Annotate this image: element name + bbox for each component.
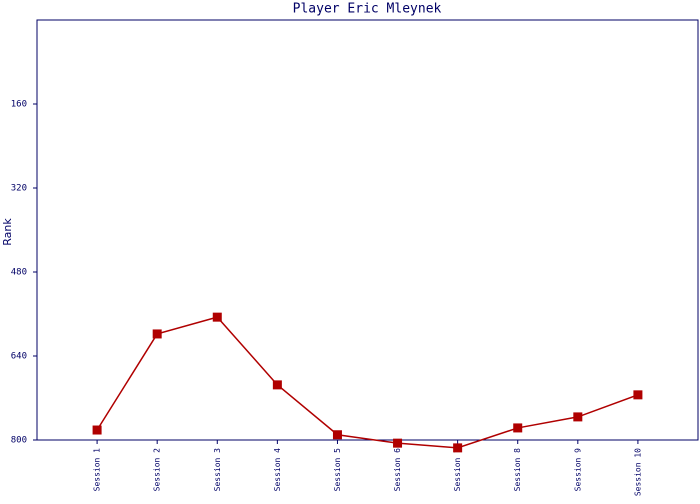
marker xyxy=(92,425,102,435)
y-axis-label: Rank xyxy=(1,218,14,246)
marker xyxy=(573,412,583,422)
x-tick-label: Session 9 xyxy=(573,448,582,492)
marker xyxy=(332,430,342,440)
marker xyxy=(453,443,463,453)
y-tick-label: 160 xyxy=(11,100,27,110)
y-tick-label: 800 xyxy=(11,436,27,446)
marker xyxy=(513,423,523,433)
y-tick-label: 640 xyxy=(11,352,27,362)
marker xyxy=(393,438,403,448)
marker xyxy=(633,390,643,400)
chart-title: Player Eric Mleynek xyxy=(293,2,442,17)
x-tick-label: Session 4 xyxy=(273,448,282,492)
x-tick-label: Session 8 xyxy=(513,448,522,492)
marker xyxy=(152,329,162,339)
x-tick-label: Session 5 xyxy=(333,448,342,492)
x-tick-label: Session 2 xyxy=(153,448,162,492)
y-tick-label: 480 xyxy=(11,268,27,278)
marker xyxy=(272,380,282,390)
x-tick-label: Session 3 xyxy=(213,448,222,492)
y-tick-label: 320 xyxy=(11,184,27,194)
marker xyxy=(212,312,222,322)
x-tick-label: Session 7 xyxy=(453,448,462,492)
line xyxy=(96,316,639,449)
plot-frame xyxy=(36,19,699,441)
x-tick-label: Session 1 xyxy=(93,448,102,492)
x-tick-label: Session 6 xyxy=(393,448,402,492)
x-tick-label: Session 10 xyxy=(633,448,642,496)
